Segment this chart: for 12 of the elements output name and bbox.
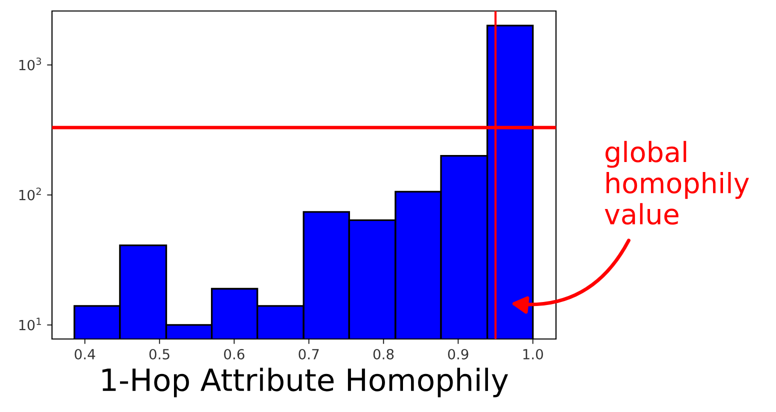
x-tick-label: 0.4 — [74, 348, 96, 360]
x-tick-label: 0.6 — [224, 348, 244, 360]
x-tick-label: 0.5 — [149, 348, 170, 360]
x-axis-title: 1-Hop Attribute Homophily — [102, 368, 508, 398]
text: global homophily value — [604, 140, 749, 225]
x-tick-label: 1.0 — [523, 348, 543, 360]
y-tick-label: 10$^{3}$ — [19, 58, 42, 70]
y-tick-label: 10$^{2}$ — [19, 188, 41, 200]
x-tick-label: 0.8 — [373, 348, 394, 360]
x-tick-label: 0.7 — [298, 348, 319, 360]
y-tick-label: 10$^{1}$ — [19, 318, 41, 330]
x-tick-label: 0.9 — [448, 348, 468, 360]
